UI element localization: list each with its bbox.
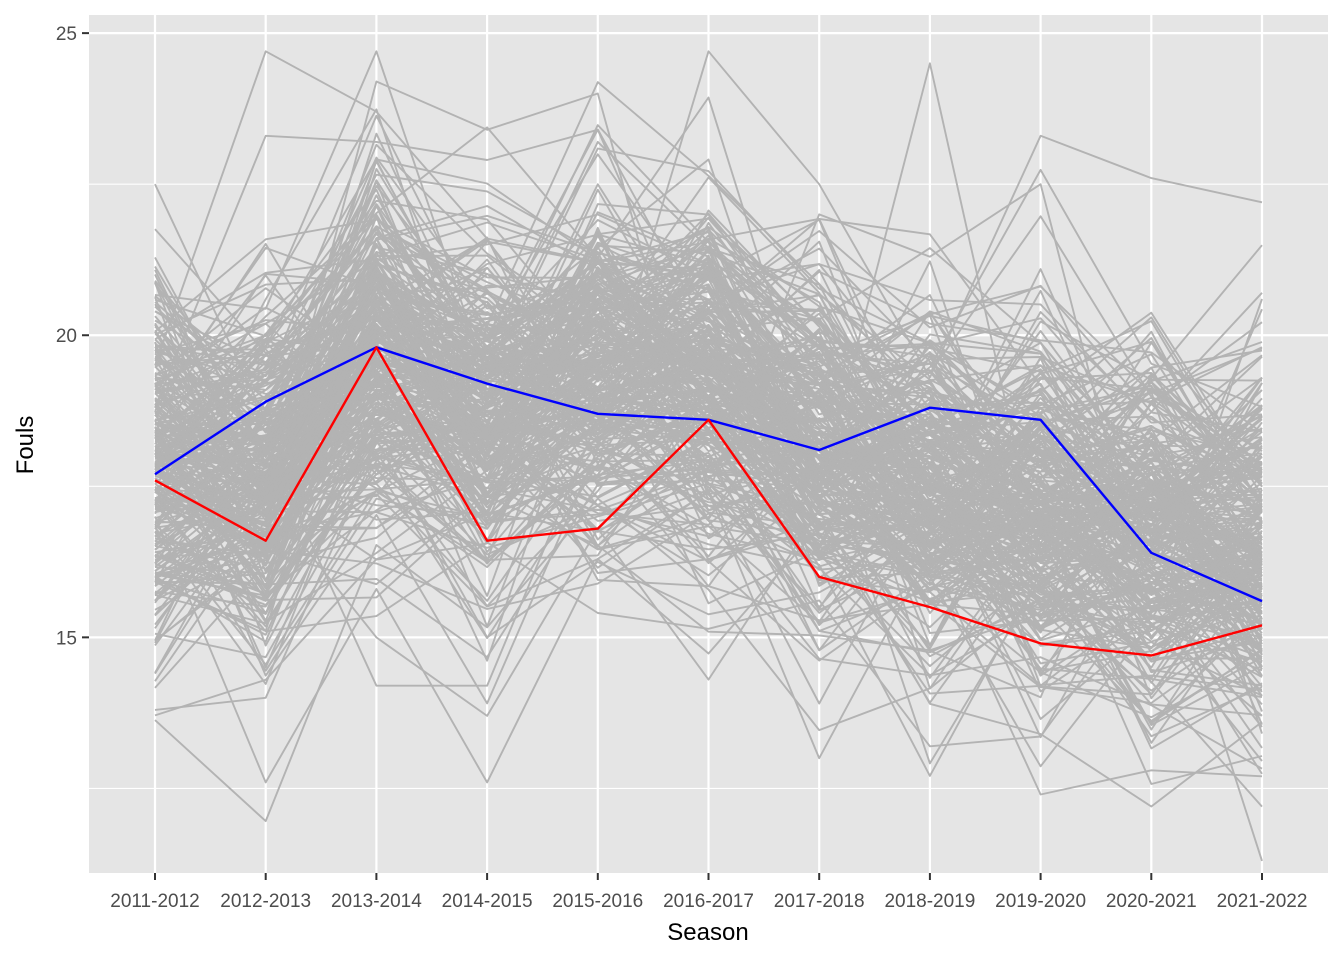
background-series-line: [154, 312, 1263, 558]
background-series-line: [154, 270, 1263, 650]
background-series-line: [154, 204, 1263, 539]
x-tick-label: 2016-2017: [663, 891, 754, 912]
background-series-line: [154, 497, 1263, 808]
highlight-series-lines: [154, 346, 1263, 657]
background-series-line: [154, 410, 1263, 765]
background-series-line: [154, 479, 1263, 659]
x-tick-label: 2020-2021: [1106, 891, 1197, 912]
x-tick-label: 2011-2012: [110, 891, 199, 912]
background-series-lines: [154, 50, 1263, 862]
background-series-line: [154, 353, 1263, 677]
x-tick-label: 2012-2013: [220, 891, 311, 912]
background-series-line: [154, 493, 1263, 738]
background-series-line: [154, 215, 1263, 450]
y-axis-title: Fouls: [12, 416, 39, 475]
background-series-line: [154, 288, 1263, 585]
axes: 15 20 25 2011-2012 2012-2013 2013-2014 2014-20…: [56, 24, 1308, 912]
y-tick-label: 15: [56, 628, 77, 649]
background-series-line: [154, 401, 1263, 666]
background-series-line: [154, 241, 1263, 523]
x-tick-label: 2019-2020: [995, 891, 1086, 912]
x-tick-label: 2014-2015: [442, 891, 533, 912]
background-series-line: [154, 80, 1263, 615]
x-tick-label: 2015-2016: [552, 891, 643, 912]
background-series-line: [154, 355, 1263, 663]
background-series-line: [154, 376, 1263, 700]
background-series-line: [154, 237, 1263, 526]
background-series-line: [154, 341, 1263, 669]
background-series-line: [154, 377, 1263, 614]
background-series-line: [154, 298, 1263, 711]
x-tick-label: 2021-2022: [1217, 891, 1308, 912]
background-series-line: [154, 464, 1263, 726]
background-series-line: [154, 310, 1263, 606]
x-tick-label: 2013-2014: [331, 891, 422, 912]
x-tick-label: 2018-2019: [884, 891, 975, 912]
y-tick-label: 20: [56, 326, 77, 347]
background-series-line: [154, 50, 1263, 633]
background-series-line: [154, 96, 1263, 453]
background-series-line: [154, 442, 1263, 768]
x-axis-title: Season: [667, 919, 748, 946]
background-series-line: [154, 279, 1263, 656]
red-series-line: [154, 346, 1263, 657]
background-series-line: [154, 266, 1263, 555]
background-series-line: [154, 324, 1263, 720]
background-series-line: [154, 364, 1263, 609]
background-series-line: [154, 286, 1263, 629]
background-series-line: [154, 50, 1263, 687]
background-series-line: [154, 183, 1263, 554]
background-series-line: [154, 325, 1262, 662]
x-tick-label: 2017-2018: [774, 891, 865, 912]
y-tick-label: 25: [56, 24, 77, 45]
background-series-line: [154, 221, 1263, 549]
background-series-line: [154, 511, 1263, 775]
background-series-line: [154, 249, 1263, 547]
background-series-line: [154, 233, 1263, 444]
background-series-line: [154, 81, 1263, 475]
background-series-line: [154, 62, 1263, 862]
background-series-line: [154, 286, 1263, 544]
background-series-line: [154, 176, 1263, 544]
background-series-line: [154, 503, 1263, 748]
background-series-line: [154, 246, 1263, 558]
background-series-line: [154, 358, 1263, 670]
background-series-line: [154, 416, 1263, 653]
background-series-line: [154, 188, 1263, 504]
background-series-line: [154, 367, 1263, 615]
